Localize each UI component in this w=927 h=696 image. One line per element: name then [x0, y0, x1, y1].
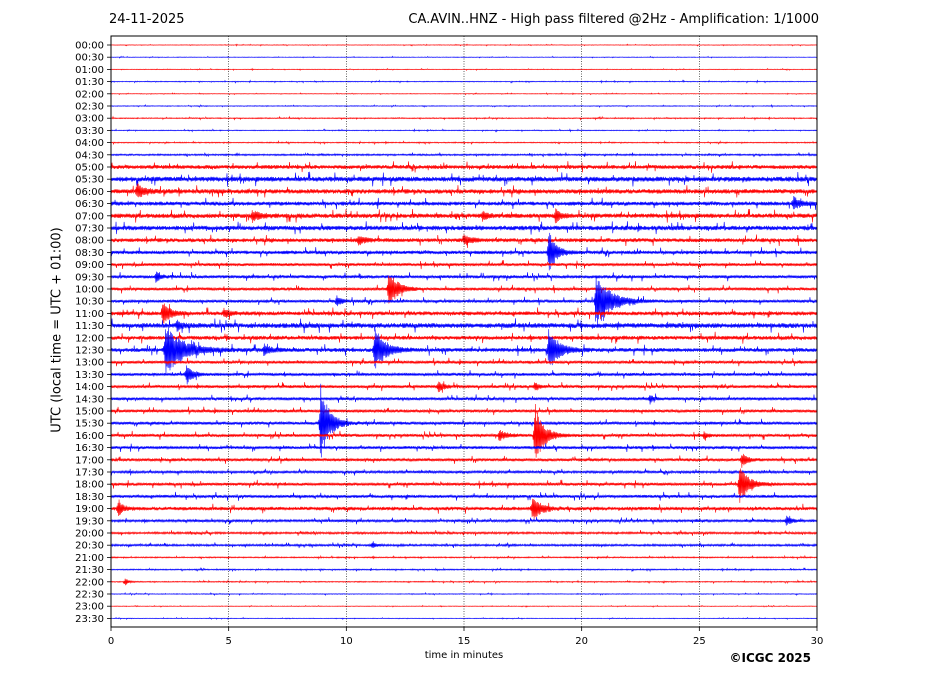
y-tick-label: 07:00 — [75, 211, 104, 222]
y-tick-label: 12:30 — [75, 346, 104, 357]
y-tick-label: 20:00 — [75, 529, 104, 540]
grid-layer — [228, 36, 700, 627]
trace-1600 — [110, 404, 818, 458]
trace-2030 — [110, 541, 818, 549]
trace-1800 — [110, 468, 818, 503]
x-axis: 0 5 10 15 20 25 30 — [108, 627, 824, 647]
trace-0900 — [110, 260, 818, 270]
y-tick-label: 01:00 — [75, 65, 104, 76]
y-tick-label: 13:30 — [75, 370, 104, 381]
trace-0530 — [110, 171, 818, 187]
y-tick-label: 03:00 — [75, 114, 104, 125]
y-tick-label: 23:00 — [75, 602, 104, 613]
x-tick-label: 0 — [108, 636, 114, 647]
y-tick-label: 01:30 — [75, 77, 104, 88]
trace-0400 — [110, 140, 818, 146]
x-axis-label: time in minutes — [424, 650, 504, 661]
y-tick-label: 19:30 — [75, 516, 104, 527]
trace-1630 — [110, 443, 818, 453]
y-tick-label: 03:30 — [75, 126, 104, 137]
trace-0800 — [110, 234, 818, 249]
y-tick-label: 21:00 — [75, 553, 104, 564]
y-tick-label: 18:00 — [75, 480, 104, 491]
y-tick-label: 00:30 — [75, 53, 104, 64]
trace-1700 — [110, 453, 818, 468]
y-tick-label: 16:00 — [75, 431, 104, 442]
y-tick-label: 10:30 — [75, 297, 104, 308]
date-label: 24-11-2025 — [109, 12, 185, 27]
y-tick-label: 04:30 — [75, 150, 104, 161]
x-tick-label: 20 — [575, 636, 588, 647]
y-tick-label: 05:00 — [75, 163, 104, 174]
y-tick-label: 20:30 — [75, 541, 104, 552]
trace-0600 — [110, 183, 818, 198]
plot-frame — [110, 35, 818, 628]
x-tick-label: 25 — [693, 636, 706, 647]
copyright-label: ©ICGC 2025 — [729, 651, 811, 665]
y-tick-label: 19:00 — [75, 504, 104, 515]
y-tick-label: 02:30 — [75, 102, 104, 113]
y-tick-label: 14:30 — [75, 394, 104, 405]
y-tick-label: 00:00 — [75, 41, 104, 52]
trace-2130 — [110, 567, 818, 573]
trace-2000 — [110, 529, 818, 536]
y-tick-label: 23:30 — [75, 614, 104, 625]
y-tick-label: 13:00 — [75, 358, 104, 369]
y-tick-label: 09:00 — [75, 260, 104, 271]
y-tick-label: 17:00 — [75, 455, 104, 466]
y-tick-label: 11:30 — [75, 321, 104, 332]
y-tick-label: 14:00 — [75, 382, 104, 393]
y-tick-label: 15:00 — [75, 407, 104, 418]
y-tick-label: 02:00 — [75, 89, 104, 100]
y-tick-label: 10:00 — [75, 285, 104, 296]
y-tick-label: 16:30 — [75, 443, 104, 454]
x-tick-label: 10 — [340, 636, 353, 647]
y-tick-label: 11:00 — [75, 309, 104, 320]
x-tick-label: 15 — [458, 636, 471, 647]
y-tick-label: 15:30 — [75, 419, 104, 430]
y-tick-label: 17:30 — [75, 468, 104, 479]
trace-0730 — [110, 221, 818, 235]
y-tick-label: 18:30 — [75, 492, 104, 503]
trace-2100 — [110, 554, 818, 561]
chart-title: CA.AVIN..HNZ - High pass filtered @2Hz -… — [408, 12, 819, 27]
y-tick-label: 08:30 — [75, 248, 104, 259]
y-tick-label: 21:30 — [75, 565, 104, 576]
trace-0030 — [110, 55, 818, 59]
y-tick-label: 06:00 — [75, 187, 104, 198]
y-tick-label: 12:00 — [75, 333, 104, 344]
y-axis-label: UTC (local time = UTC + 01:00) — [49, 227, 65, 433]
trace-0000 — [110, 43, 818, 47]
trace-0330 — [110, 128, 818, 133]
y-tick-label: 06:30 — [75, 199, 104, 210]
y-tick-label: 04:00 — [75, 138, 104, 149]
y-tick-label: 07:30 — [75, 224, 104, 235]
y-tick-label: 08:00 — [75, 236, 104, 247]
x-tick-label: 5 — [225, 636, 231, 647]
trace-1130 — [110, 318, 818, 334]
y-tick-label: 09:30 — [75, 272, 104, 283]
y-tick-label: 05:30 — [75, 175, 104, 186]
trace-0630 — [110, 195, 818, 210]
y-tick-label: 22:00 — [75, 577, 104, 588]
y-tick-label: 22:30 — [75, 590, 104, 601]
x-tick-label: 30 — [811, 636, 824, 647]
